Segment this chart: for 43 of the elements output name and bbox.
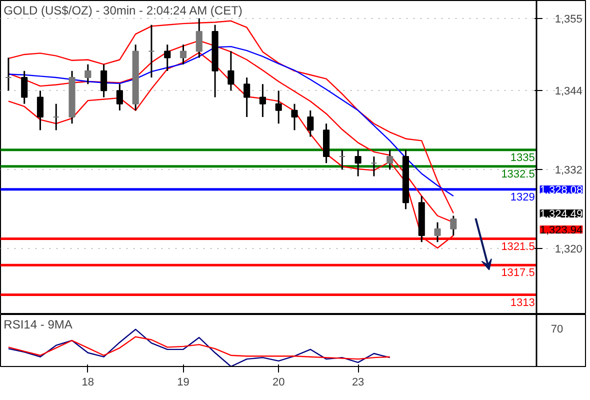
x-tick-label: 20 xyxy=(272,376,285,388)
y-tick-label: 1,355 xyxy=(554,13,582,26)
candlestick xyxy=(196,18,202,59)
candlestick xyxy=(100,64,108,98)
candlestick xyxy=(228,50,234,92)
ref-line-label: 1329 xyxy=(510,191,535,204)
candlestick xyxy=(36,90,44,131)
candlestick xyxy=(116,83,123,112)
y-tick-label: 1,332 xyxy=(554,164,582,177)
x-tick-label: 18 xyxy=(82,376,94,388)
candlestick xyxy=(354,149,362,178)
candlestick xyxy=(5,57,12,92)
x-tick-label: 19 xyxy=(177,376,190,388)
text: 1,323.94 xyxy=(540,224,583,236)
candlestick xyxy=(338,149,346,170)
candlestick xyxy=(84,64,92,85)
candlestick xyxy=(434,222,441,243)
candlestick xyxy=(21,70,28,105)
text: 1,328.08 xyxy=(540,184,583,196)
text: 1,324.49 xyxy=(540,208,583,220)
candlestick xyxy=(52,103,60,131)
candlestick xyxy=(370,156,378,178)
chart-title: RSI14 - 9MA xyxy=(4,318,72,332)
candlestick xyxy=(450,215,457,236)
x-tick-label: 23 xyxy=(352,376,364,388)
candlestick xyxy=(275,90,282,124)
ref-line-label: 1313 xyxy=(510,296,535,309)
candlestick xyxy=(164,44,171,72)
text: 70 xyxy=(550,324,564,336)
y-tick-label: 1,320 xyxy=(554,244,582,256)
candlestick xyxy=(259,83,266,118)
candlestick xyxy=(148,24,155,78)
candlestick xyxy=(180,44,187,66)
chart-title: GOLD (US$/OZ) - 30min - 2:04:24 AM (CET) xyxy=(4,4,242,18)
candlestick xyxy=(291,103,298,131)
y-tick-label: 1,344 xyxy=(554,86,582,98)
ref-line-label: 1335 xyxy=(510,152,535,164)
ref-line-label: 1332.5 xyxy=(501,168,535,180)
candlestick xyxy=(307,110,314,138)
candlestick xyxy=(244,76,250,118)
candlestick xyxy=(386,149,394,170)
ref-line-label: 1317.5 xyxy=(501,267,535,280)
ref-line-label: 1321.5 xyxy=(501,240,535,253)
